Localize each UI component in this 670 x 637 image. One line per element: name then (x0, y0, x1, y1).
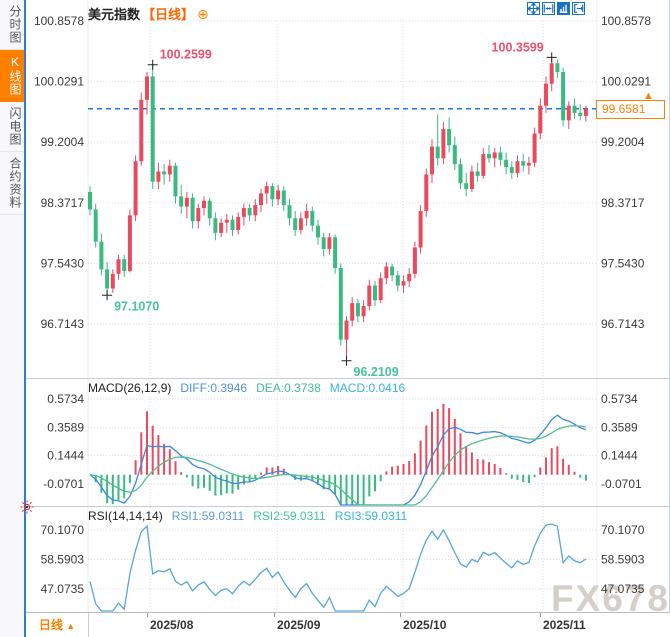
y-axis-label: 100.0291 (601, 75, 651, 89)
rsi-name: RSI(14,14,14) (88, 509, 163, 523)
macd-dea-value: DEA:0.3738 (256, 381, 321, 395)
sidebar-item-lightning-chart[interactable]: 闪电图 (0, 102, 24, 152)
zoom-vertical-icon[interactable] (557, 2, 570, 15)
y-axis-label: 58.5903 (41, 552, 85, 566)
y-axis-label: 47.0735 (601, 582, 645, 596)
extreme-marker-icon (147, 59, 158, 70)
y-axis-label: 100.0291 (34, 75, 84, 89)
sidebar-item-timeshare-chart[interactable]: 分时图 (0, 0, 24, 50)
high-annotation: 100.3599 (492, 40, 544, 54)
y-axis-label: 98.3717 (601, 196, 645, 210)
grid-layer (26, 0, 670, 612)
chart-title: 美元指数 【日线】 ⊕ (88, 4, 209, 23)
y-axis-label: 0.1444 (47, 449, 84, 463)
macd-diff-value: DIFF:0.3946 (180, 381, 248, 395)
sidebar-item-contract-info[interactable]: 合约资料 (0, 152, 24, 215)
low-annotation: 97.1070 (114, 299, 159, 313)
y-axis-label: 47.0735 (41, 582, 85, 596)
y-axis-label: 99.2004 (41, 135, 85, 149)
rsi-header: RSI(14,14,14) RSI1:59.0311 RSI2:59.0311 RSI… (88, 509, 416, 523)
y-axis-label: 97.5430 (41, 256, 85, 270)
macd-histogram (94, 403, 587, 505)
y-axis-label: 0.5734 (601, 392, 638, 406)
y-axis-label: 0.1444 (601, 449, 638, 463)
period-selector[interactable]: 日线 ▲ (26, 613, 89, 637)
macd-name: MACD(26,12,9) (88, 381, 172, 395)
sidebar-item-candlestick-chart[interactable]: K线图 (0, 50, 24, 102)
y-axis-label: 100.8578 (601, 14, 651, 28)
macd-dea-line (89, 425, 586, 506)
period-dropdown-arrow-icon: ▲ (66, 621, 76, 631)
y-axis-label: 0.3589 (601, 420, 638, 434)
y-axis-label: 99.2004 (601, 135, 645, 149)
rsi2-value: RSI2:59.0311 (253, 509, 326, 523)
time-axis-bar: 日线 ▲ 2025/08 2025/09 2025/10 2025/11 (26, 612, 670, 637)
price-up-arrow-icon: ▲ (643, 90, 654, 102)
y-axis-label: 70.1070 (601, 523, 645, 537)
exit-chart-icon[interactable] (572, 2, 585, 15)
add-indicator-icon[interactable]: ⊕ (197, 6, 209, 22)
macd-diff-line (89, 414, 587, 506)
x-axis-label: 2025/11 (540, 613, 586, 637)
last-price-tag: 99.6581 (596, 100, 665, 119)
y-axis-label: 100.8578 (34, 14, 84, 28)
y-axis-label: -0.0701 (43, 477, 84, 491)
period-label: 日线 (38, 618, 63, 632)
live-blink-icon (20, 500, 34, 519)
y-axis-label: 97.5430 (601, 256, 645, 270)
rsi-line (89, 523, 587, 612)
extreme-marker-icon (341, 355, 352, 366)
y-axis-label: 0.5734 (47, 392, 84, 406)
period-tag: 【日线】 (142, 7, 195, 22)
y-axis-label: 0.3589 (47, 420, 84, 434)
low-annotation: 96.2109 (354, 365, 399, 379)
y-axis-label: 70.1070 (41, 523, 85, 537)
x-axis-label: 2025/09 (273, 613, 320, 637)
macd-bar-value: MACD:0.0416 (329, 381, 406, 395)
sidebar: 分时图 K线图 闪电图 合约资料 (0, 0, 26, 637)
high-annotation: 100.2599 (160, 48, 212, 62)
y-axis-label: 58.5903 (601, 552, 645, 566)
macd-header: MACD(26,12,9) DIFF:0.3946 DEA:0.3738 MACD:0… (88, 381, 414, 395)
x-axis-label: 2025/08 (146, 613, 193, 637)
overlay-layer: 100.8578 100.8578 100.0291 100.0291 99.2004 9… (34, 14, 651, 596)
series-layer (88, 57, 596, 612)
rsi1-value: RSI1:59.0311 (171, 509, 245, 523)
y-axis-label: -0.0701 (601, 477, 642, 491)
x-axis-label: 2025/10 (399, 613, 446, 637)
extreme-marker-icon (546, 52, 557, 63)
zoom-horizontal-icon[interactable] (542, 2, 555, 15)
last-price-value: 99.6581 (602, 102, 646, 116)
rsi3-value: RSI3:59.0311 (334, 509, 408, 523)
y-axis-label: 98.3717 (41, 196, 85, 210)
crosshair-move-icon[interactable] (527, 2, 540, 15)
extreme-marker-icon (102, 290, 113, 301)
chart-toolbar (527, 2, 585, 15)
y-axis-label: 96.7143 (601, 317, 645, 331)
symbol-name: 美元指数 (88, 7, 141, 22)
y-axis-label: 96.7143 (41, 317, 85, 331)
candlestick-series (88, 57, 588, 361)
